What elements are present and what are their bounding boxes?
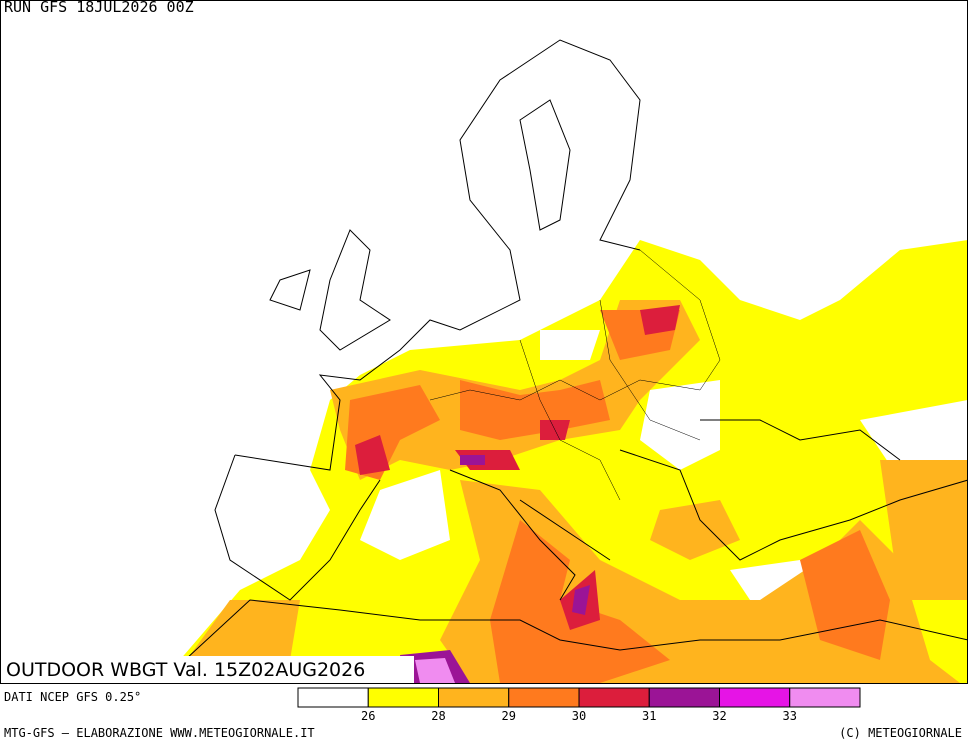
wbgt-pink-area (415, 658, 455, 683)
source: DATI NCEP GFS 0.25° (4, 690, 141, 704)
legend-threshold: 32 (712, 709, 726, 723)
legend-swatch (438, 687, 510, 708)
run-label: RUN GFS 18JUL2026 00Z (4, 0, 194, 16)
copyright: (C) METEOGIORNALE (839, 726, 962, 740)
legend: 26 28 29 30 31 32 33 (297, 687, 861, 723)
map (159, 39, 967, 683)
legend-swatch (367, 687, 439, 708)
legend-swatch (719, 687, 791, 708)
legend-threshold: 31 (642, 709, 656, 723)
map-label: OUTDOOR WBGT Val. 15Z02AUG2026 (6, 659, 365, 681)
legend-threshold: 29 (502, 709, 516, 723)
legend-swatch (648, 687, 720, 708)
label-box (2, 656, 414, 683)
legend-threshold: 26 (361, 709, 375, 723)
legend-swatch (578, 687, 650, 708)
border (429, 249, 721, 501)
legend-swatch (789, 687, 861, 708)
legend-threshold: 28 (431, 709, 445, 723)
legend-threshold: 30 (572, 709, 586, 723)
credit: MTG-GFS — ELABORAZIONE WWW.METEOGIORNALE… (4, 726, 315, 740)
coastline (159, 39, 967, 683)
legend-swatch (297, 687, 369, 708)
legend-swatch (508, 687, 580, 708)
legend-threshold: 33 (783, 709, 797, 723)
